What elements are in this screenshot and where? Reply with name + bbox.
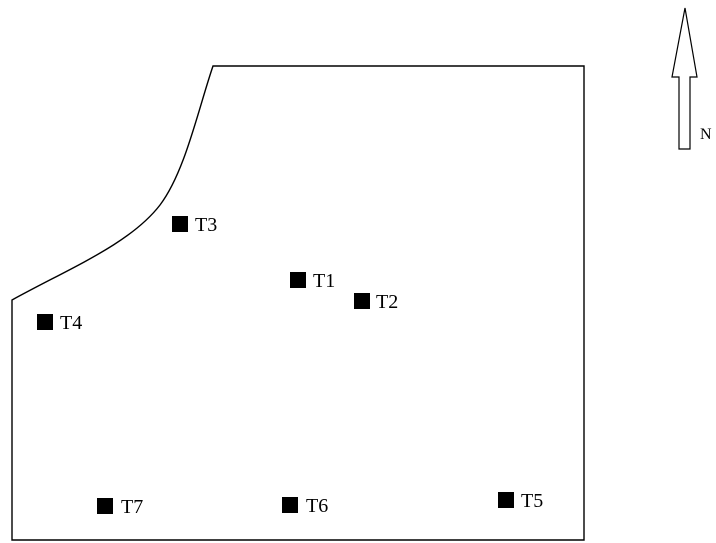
station-label-t5: T5 — [521, 490, 543, 512]
station-t7: T7 — [97, 496, 143, 518]
station-label-t3: T3 — [195, 214, 217, 236]
station-marker-t6 — [282, 497, 298, 513]
station-t1: T1 — [290, 270, 335, 292]
station-t6: T6 — [282, 495, 328, 517]
north-arrow-icon — [671, 7, 698, 150]
station-label-t7: T7 — [121, 496, 143, 518]
station-label-t4: T4 — [60, 312, 82, 334]
station-t4: T4 — [37, 312, 82, 334]
station-marker-t3 — [172, 216, 188, 232]
north-label: N — [700, 126, 712, 143]
station-marker-t2 — [354, 293, 370, 309]
station-t5: T5 — [498, 490, 543, 512]
station-marker-t4 — [37, 314, 53, 330]
station-marker-t5 — [498, 492, 514, 508]
station-marker-t1 — [290, 272, 306, 288]
station-label-t6: T6 — [306, 495, 328, 517]
station-label-t1: T1 — [313, 270, 335, 292]
station-t2: T2 — [354, 291, 398, 313]
station-label-t2: T2 — [376, 291, 398, 313]
station-t3: T3 — [172, 214, 217, 236]
north-arrow: N — [671, 7, 712, 150]
site-boundary — [11, 65, 585, 541]
station-marker-t7 — [97, 498, 113, 514]
